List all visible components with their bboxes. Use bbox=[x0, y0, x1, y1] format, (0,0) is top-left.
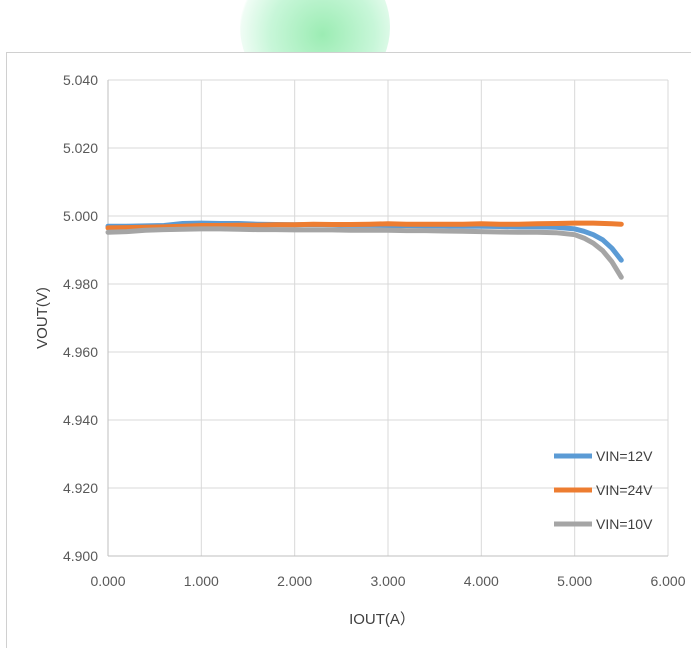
x-tick-label: 2.000 bbox=[277, 573, 312, 589]
legend-label: VIN=12V bbox=[596, 448, 653, 464]
legend-label: VIN=24V bbox=[596, 482, 653, 498]
x-tick-labels: 0.000 1.000 2.000 3.000 4.000 5.000 6.000 bbox=[90, 573, 685, 589]
y-tick-label: 5.040 bbox=[63, 72, 98, 88]
legend-label: VIN=10V bbox=[596, 516, 653, 532]
x-tick-label: 4.000 bbox=[464, 573, 499, 589]
x-tick-label: 1.000 bbox=[184, 573, 219, 589]
series-line-vin-24v bbox=[105, 220, 624, 231]
y-tick-labels: 4.900 4.920 4.940 4.960 4.980 5.000 5.020 5.040 bbox=[63, 72, 98, 564]
x-tick-label: 6.000 bbox=[650, 573, 685, 589]
chart-frame bbox=[6, 52, 691, 648]
y-tick-label: 5.020 bbox=[63, 140, 98, 156]
y-tick-label: 4.980 bbox=[63, 276, 98, 292]
y-tick-label: 4.960 bbox=[63, 344, 98, 360]
x-tick-label: 3.000 bbox=[370, 573, 405, 589]
series-lines bbox=[105, 220, 624, 280]
x-tick-label: 0.000 bbox=[90, 573, 125, 589]
y-tick-label: 5.000 bbox=[63, 208, 98, 224]
y-axis-title: VOUT(V) bbox=[34, 287, 51, 349]
x-tick-label: 5.000 bbox=[557, 573, 592, 589]
y-tick-label: 4.940 bbox=[63, 412, 98, 428]
y-tick-label: 4.920 bbox=[63, 480, 98, 496]
series-line-vin-10v bbox=[105, 226, 624, 280]
legend: VIN=12V VIN=24V VIN=10V bbox=[554, 448, 653, 532]
gridlines bbox=[107, 79, 669, 557]
x-axis-title: IOUT(A） bbox=[349, 611, 415, 628]
y-tick-label: 4.900 bbox=[63, 548, 98, 564]
